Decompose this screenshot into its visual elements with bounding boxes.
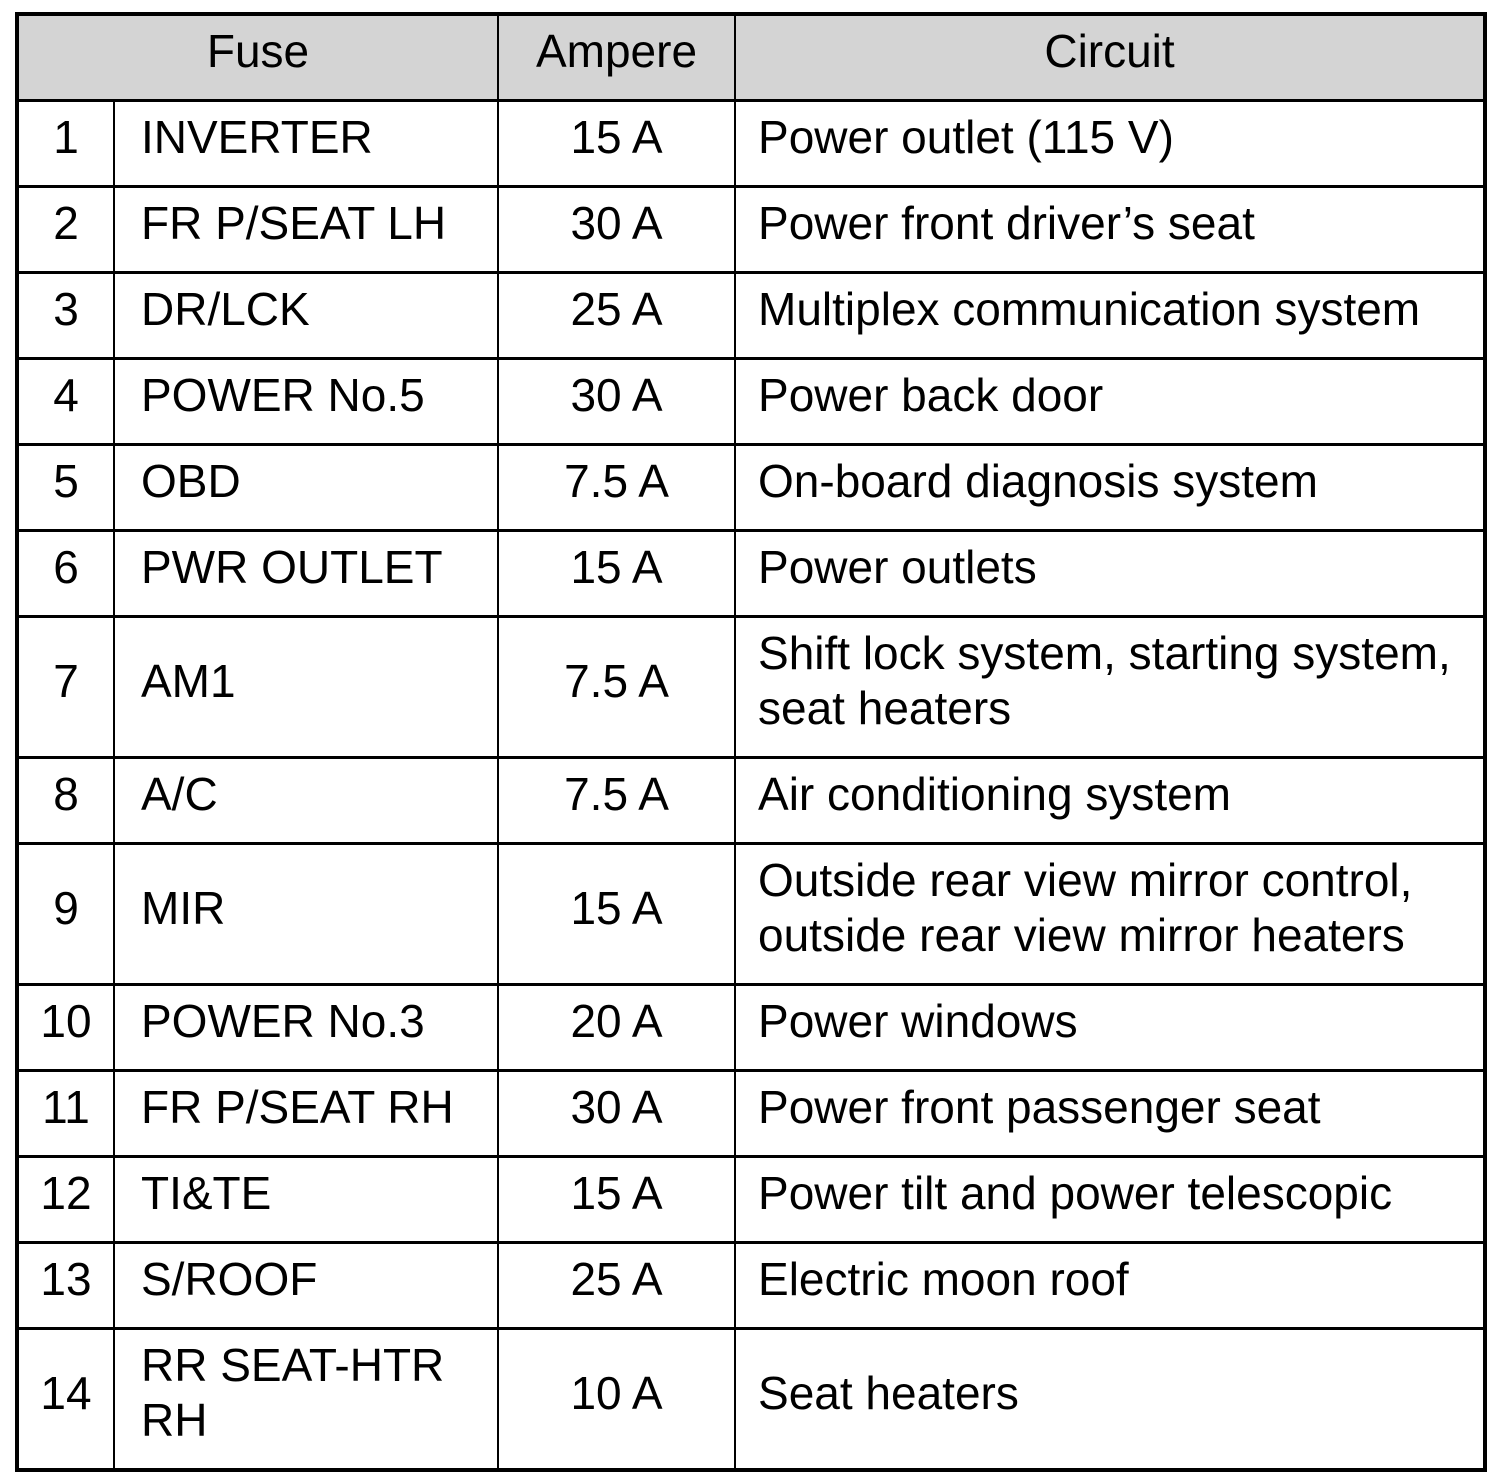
ampere-cell: 15 A bbox=[497, 99, 737, 188]
ampere-cell: 10 A bbox=[497, 1327, 737, 1472]
circuit-cell: Seat heaters bbox=[734, 1327, 1487, 1472]
fuse-table: Fuse Ampere Circuit 1 INVERTER 15 A Powe… bbox=[15, 12, 1488, 1472]
fuse-number-cell: 10 bbox=[16, 983, 115, 1072]
table-row: 2 FR P/SEAT LH 30 A Power front driver’s… bbox=[16, 185, 1487, 274]
fuse-number-cell: 8 bbox=[16, 756, 115, 845]
fuse-name-cell: MIR bbox=[112, 842, 500, 986]
fuse-number-cell: 11 bbox=[16, 1069, 115, 1158]
manual-page: Fuse Ampere Circuit 1 INVERTER 15 A Powe… bbox=[15, 12, 1488, 1472]
fuse-number-cell: 4 bbox=[16, 357, 115, 446]
fuse-number-cell: 2 bbox=[16, 185, 115, 274]
table-row: 4 POWER No.5 30 A Power back door bbox=[16, 357, 1487, 446]
fuse-name-cell: AM1 bbox=[112, 615, 500, 759]
fuse-name-cell: PWR OUTLET bbox=[112, 529, 500, 618]
fuse-name-cell: DR/LCK bbox=[112, 271, 500, 360]
table-row: 5 OBD 7.5 A On-board diagnosis system bbox=[16, 443, 1487, 532]
table-row: 14 RR SEAT-HTR RH 10 A Seat heaters bbox=[16, 1327, 1487, 1472]
circuit-cell: Multiplex communication system bbox=[734, 271, 1487, 360]
table-row: 12 TI&TE 15 A Power tilt and power teles… bbox=[16, 1155, 1487, 1244]
fuse-name-cell: POWER No.5 bbox=[112, 357, 500, 446]
ampere-cell: 25 A bbox=[497, 271, 737, 360]
table-row: 8 A/C 7.5 A Air conditioning system bbox=[16, 756, 1487, 845]
fuse-name-cell: TI&TE bbox=[112, 1155, 500, 1244]
fuse-table-body: 1 INVERTER 15 A Power outlet (115 V) 2 F… bbox=[16, 99, 1487, 1472]
circuit-cell: Power back door bbox=[734, 357, 1487, 446]
circuit-cell: Power outlets bbox=[734, 529, 1487, 618]
ampere-cell: 7.5 A bbox=[497, 615, 737, 759]
circuit-cell: Power outlet (115 V) bbox=[734, 99, 1487, 188]
ampere-cell: 15 A bbox=[497, 1155, 737, 1244]
header-cell-circuit: Circuit bbox=[734, 12, 1487, 102]
fuse-name-cell: S/ROOF bbox=[112, 1241, 500, 1330]
ampere-cell: 15 A bbox=[497, 529, 737, 618]
circuit-cell: Power windows bbox=[734, 983, 1487, 1072]
table-row: 10 POWER No.3 20 A Power windows bbox=[16, 983, 1487, 1072]
ampere-cell: 7.5 A bbox=[497, 756, 737, 845]
circuit-cell: On-board diagnosis system bbox=[734, 443, 1487, 532]
ampere-cell: 25 A bbox=[497, 1241, 737, 1330]
fuse-name-cell: RR SEAT-HTR RH bbox=[112, 1327, 500, 1472]
fuse-number-cell: 5 bbox=[16, 443, 115, 532]
ampere-cell: 30 A bbox=[497, 185, 737, 274]
circuit-cell: Power front passenger seat bbox=[734, 1069, 1487, 1158]
circuit-cell: Power front driver’s seat bbox=[734, 185, 1487, 274]
ampere-cell: 7.5 A bbox=[497, 443, 737, 532]
fuse-number-cell: 13 bbox=[16, 1241, 115, 1330]
ampere-cell: 15 A bbox=[497, 842, 737, 986]
header-row: Fuse Ampere Circuit bbox=[15, 12, 1487, 102]
ampere-cell: 30 A bbox=[497, 1069, 737, 1158]
table-row: 9 MIR 15 A Outside rear view mirror cont… bbox=[16, 842, 1487, 986]
fuse-number-cell: 3 bbox=[16, 271, 115, 360]
fuse-name-cell: INVERTER bbox=[112, 99, 500, 188]
circuit-cell: Electric moon roof bbox=[734, 1241, 1487, 1330]
fuse-number-cell: 1 bbox=[16, 99, 115, 188]
fuse-name-cell: FR P/SEAT RH bbox=[112, 1069, 500, 1158]
fuse-number-cell: 12 bbox=[16, 1155, 115, 1244]
ampere-cell: 20 A bbox=[497, 983, 737, 1072]
fuse-number-cell: 9 bbox=[16, 842, 115, 986]
header-cell-fuse: Fuse bbox=[15, 12, 500, 102]
table-row: 6 PWR OUTLET 15 A Power outlets bbox=[16, 529, 1487, 618]
fuse-number-cell: 6 bbox=[16, 529, 115, 618]
table-row: 7 AM1 7.5 A Shift lock system, starting … bbox=[16, 615, 1487, 759]
circuit-cell: Air conditioning system bbox=[734, 756, 1487, 845]
fuse-table-header: Fuse Ampere Circuit bbox=[15, 12, 1487, 102]
circuit-cell: Outside rear view mirror control, outsid… bbox=[734, 842, 1487, 986]
fuse-name-cell: FR P/SEAT LH bbox=[112, 185, 500, 274]
header-cell-ampere: Ampere bbox=[497, 12, 737, 102]
table-row: 3 DR/LCK 25 A Multiplex communication sy… bbox=[16, 271, 1487, 360]
table-row: 11 FR P/SEAT RH 30 A Power front passeng… bbox=[16, 1069, 1487, 1158]
fuse-name-cell: A/C bbox=[112, 756, 500, 845]
circuit-cell: Power tilt and power telescopic bbox=[734, 1155, 1487, 1244]
circuit-cell: Shift lock system, starting system, seat… bbox=[734, 615, 1487, 759]
fuse-name-cell: POWER No.3 bbox=[112, 983, 500, 1072]
fuse-number-cell: 14 bbox=[16, 1327, 115, 1472]
table-row: 1 INVERTER 15 A Power outlet (115 V) bbox=[16, 99, 1487, 188]
fuse-name-cell: OBD bbox=[112, 443, 500, 532]
fuse-number-cell: 7 bbox=[16, 615, 115, 759]
ampere-cell: 30 A bbox=[497, 357, 737, 446]
table-row: 13 S/ROOF 25 A Electric moon roof bbox=[16, 1241, 1487, 1330]
